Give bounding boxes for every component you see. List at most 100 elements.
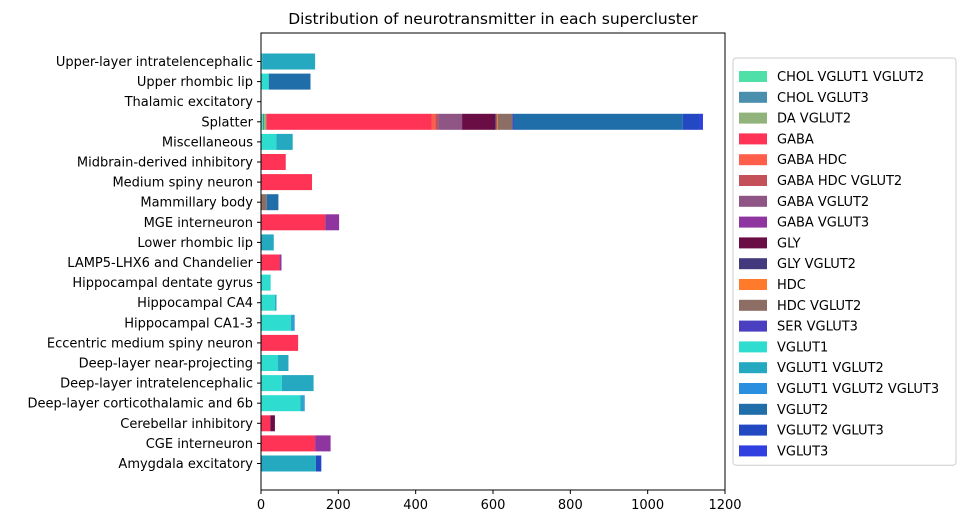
bar-segment — [261, 214, 326, 231]
y-tick-label: Eccentric medium spiny neuron — [47, 336, 253, 351]
legend-frame — [732, 57, 957, 466]
bar-segment — [261, 455, 316, 472]
legend-label: HDC VGLUT2 — [777, 299, 861, 314]
legend-swatch — [739, 91, 767, 103]
legend-swatch — [739, 195, 767, 207]
y-tick-label: Amygdala excitatory — [118, 457, 253, 472]
x-tick-label: 800 — [558, 498, 583, 513]
bar-segment — [315, 455, 322, 472]
legend-label: GABA HDC — [777, 153, 847, 168]
bar-segment — [261, 154, 286, 170]
bar-segment — [261, 435, 316, 452]
bar-segment — [435, 113, 439, 130]
legend-swatch — [739, 403, 767, 415]
legend-swatch — [739, 154, 767, 166]
x-tick-label: 1000 — [631, 498, 664, 513]
legend-label: VGLUT2 — [777, 403, 828, 418]
bar-segment — [513, 113, 683, 130]
legend-swatch — [739, 383, 767, 394]
bar-segment — [495, 113, 497, 130]
y-tick-label: Thalamic excitatory — [124, 95, 254, 110]
bar-segment — [261, 53, 263, 70]
legend-swatch — [739, 362, 767, 374]
legend-label: CHOL VGLUT3 — [777, 91, 869, 106]
y-tick-label: Medium spiny neuron — [112, 176, 253, 191]
bar-segment — [262, 113, 265, 130]
bar-segment — [274, 294, 277, 311]
bar-segment — [300, 395, 304, 412]
bar-segment — [512, 113, 514, 130]
bar-segment — [261, 73, 269, 90]
legend-swatch — [739, 279, 767, 290]
legend-label: HDC — [777, 278, 806, 293]
y-tick-label: Deep-layer intratelencephalic — [60, 377, 253, 392]
bar-segment — [682, 113, 700, 130]
x-tick-label: 0 — [257, 498, 265, 513]
bar-segment — [293, 314, 295, 331]
bar-segment — [281, 375, 314, 392]
legend-label: VGLUT2 VGLUT3 — [777, 424, 884, 439]
legend-swatch — [739, 175, 767, 186]
bar-segment — [497, 113, 513, 130]
bar-segment — [276, 133, 293, 150]
bar-segment — [315, 435, 331, 452]
legend-label: GABA VGLUT2 — [777, 195, 869, 210]
bar-segment — [325, 214, 340, 231]
y-tick-label: Splatter — [201, 115, 253, 130]
legend-swatch — [739, 299, 767, 311]
legend-swatch — [739, 133, 767, 145]
legend-label: GABA VGLUT3 — [777, 216, 869, 231]
legend: CHOL VGLUT1 VGLUT2 CHOL VGLUT3 DA VGLUT2 GA… — [732, 57, 957, 466]
bar-segment — [261, 194, 267, 211]
bar-segment — [278, 355, 289, 371]
bar-segment — [264, 113, 267, 130]
y-tick-label: Hippocampal CA1-3 — [124, 316, 253, 331]
y-tick-label: Miscellaneous — [162, 135, 253, 150]
y-tick-label: Hippocampal dentate gyrus — [72, 276, 253, 291]
x-tick-label: 600 — [481, 498, 506, 513]
legend-swatch — [739, 445, 767, 457]
bar-segment — [261, 294, 275, 311]
bar-segment — [261, 415, 271, 432]
bar-segment — [261, 133, 277, 150]
x-tick-label: 200 — [326, 498, 351, 513]
legend-label: GLY VGLUT2 — [777, 257, 856, 272]
legend-swatch — [739, 258, 767, 270]
bar-segment — [279, 254, 282, 271]
y-tick-label: Hippocampal CA4 — [137, 296, 253, 311]
y-tick-label: Upper-layer intratelencephalic — [56, 55, 253, 70]
legend-swatch — [739, 424, 767, 436]
legend-label: DA VGLUT2 — [777, 112, 851, 127]
legend-swatch — [739, 341, 767, 353]
legend-swatch — [739, 112, 767, 124]
bar-segment — [496, 113, 498, 130]
legend-label: SER VGLUT3 — [777, 320, 858, 335]
bar-segment — [699, 113, 703, 130]
y-tick-label: CGE interneuron — [146, 437, 253, 452]
legend-label: VGLUT1 VGLUT2 VGLUT3 — [777, 382, 939, 397]
y-tick-label: Cerebellar inhibitory — [120, 417, 253, 432]
bar-segment — [431, 113, 436, 130]
y-tick-label: Deep-layer near-projecting — [79, 357, 253, 372]
y-axis-tick-labels: Upper-layer intratelencephalic Upper rhom… — [27, 55, 261, 472]
legend-swatch — [739, 71, 767, 82]
y-tick-label: Mammillary body — [140, 196, 253, 211]
bar-segment — [261, 234, 274, 251]
legend-swatch — [739, 216, 767, 228]
y-tick-label: Lower rhombic lip — [137, 236, 253, 251]
bar-segment — [261, 254, 280, 271]
bar-segment — [290, 314, 294, 331]
bar-segment — [270, 415, 275, 432]
legend-label: GABA — [777, 132, 814, 147]
legend-label: VGLUT1 VGLUT2 — [777, 361, 884, 376]
legend-label: GLY — [777, 236, 801, 251]
x-tick-label: 400 — [403, 498, 428, 513]
bar-segment — [261, 113, 263, 130]
legend-label: VGLUT1 — [777, 340, 828, 355]
bar-segment — [261, 314, 291, 331]
legend-label: CHOL VGLUT1 VGLUT2 — [777, 70, 924, 85]
y-tick-label: Deep-layer corticothalamic and 6b — [27, 397, 253, 412]
chart-title: Distribution of neurotransmitter in each… — [288, 10, 698, 28]
bars-group — [261, 53, 703, 472]
